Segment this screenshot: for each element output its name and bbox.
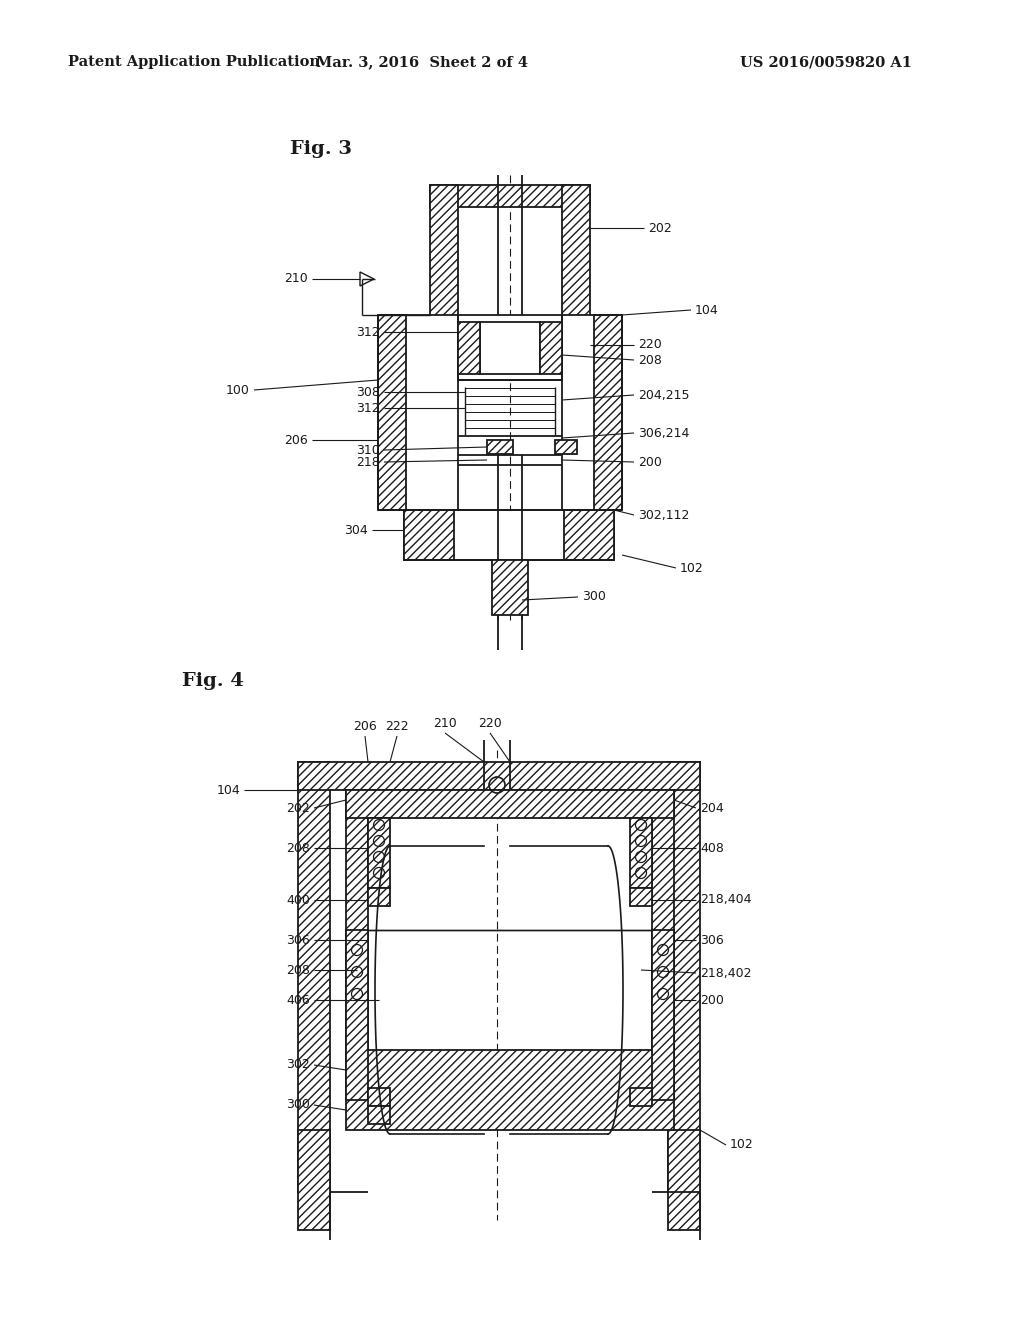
- Text: 102: 102: [680, 561, 703, 574]
- Bar: [630, 1088, 652, 1106]
- Text: 302,112: 302,112: [638, 508, 689, 521]
- Text: 210: 210: [285, 272, 308, 285]
- Bar: [346, 789, 674, 818]
- Text: 218,402: 218,402: [700, 966, 752, 979]
- Bar: [368, 818, 390, 888]
- Bar: [346, 789, 368, 1049]
- Bar: [487, 440, 513, 454]
- Text: 206: 206: [285, 433, 308, 446]
- Text: 406: 406: [287, 994, 310, 1006]
- Bar: [298, 762, 330, 1192]
- Text: 408: 408: [700, 842, 724, 854]
- Text: 104: 104: [216, 784, 240, 796]
- Bar: [652, 789, 674, 1049]
- Bar: [630, 888, 652, 906]
- Bar: [404, 510, 614, 560]
- Bar: [540, 322, 562, 374]
- Text: 220: 220: [638, 338, 662, 351]
- Text: 202: 202: [287, 801, 310, 814]
- Text: 206: 206: [353, 719, 377, 733]
- Text: 104: 104: [695, 304, 719, 317]
- Text: 308: 308: [356, 385, 380, 399]
- Text: 306: 306: [700, 933, 724, 946]
- Text: 210: 210: [433, 717, 457, 730]
- Bar: [492, 560, 528, 615]
- Text: 220: 220: [478, 717, 502, 730]
- Bar: [668, 762, 700, 1192]
- Bar: [555, 440, 577, 454]
- Bar: [346, 1049, 674, 1130]
- Bar: [368, 1106, 390, 1125]
- Text: 200: 200: [638, 455, 662, 469]
- Text: 304: 304: [344, 524, 368, 536]
- Bar: [458, 315, 562, 380]
- Text: 202: 202: [648, 222, 672, 235]
- Text: 208: 208: [638, 354, 662, 367]
- Text: 218: 218: [356, 455, 380, 469]
- Text: 222: 222: [385, 719, 409, 733]
- Bar: [430, 185, 458, 315]
- Text: 208: 208: [286, 964, 310, 977]
- Text: 200: 200: [700, 994, 724, 1006]
- Text: 400: 400: [286, 894, 310, 907]
- Text: 306,214: 306,214: [638, 426, 689, 440]
- Bar: [298, 1130, 330, 1230]
- Bar: [458, 322, 480, 374]
- Bar: [564, 510, 614, 560]
- Bar: [562, 185, 590, 315]
- Text: 102: 102: [730, 1138, 754, 1151]
- Bar: [430, 185, 590, 207]
- Text: Patent Application Publication: Patent Application Publication: [68, 55, 319, 69]
- Text: Fig. 3: Fig. 3: [290, 140, 352, 158]
- Bar: [378, 315, 406, 510]
- Text: 312: 312: [356, 326, 380, 338]
- Text: 100: 100: [226, 384, 250, 396]
- Text: Mar. 3, 2016  Sheet 2 of 4: Mar. 3, 2016 Sheet 2 of 4: [316, 55, 528, 69]
- Text: 306: 306: [287, 933, 310, 946]
- Bar: [346, 931, 368, 1100]
- Text: 218,404: 218,404: [700, 894, 752, 907]
- Text: 312: 312: [356, 401, 380, 414]
- Bar: [404, 510, 454, 560]
- Text: 300: 300: [286, 1098, 310, 1111]
- Bar: [298, 762, 700, 789]
- Text: 310: 310: [356, 444, 380, 457]
- Bar: [630, 818, 652, 888]
- Bar: [368, 1088, 390, 1106]
- Text: 300: 300: [582, 590, 606, 603]
- Bar: [594, 315, 622, 510]
- Text: US 2016/0059820 A1: US 2016/0059820 A1: [740, 55, 912, 69]
- Bar: [652, 931, 674, 1100]
- Text: 204: 204: [700, 801, 724, 814]
- Bar: [480, 322, 540, 374]
- Text: 302: 302: [287, 1059, 310, 1072]
- Bar: [368, 888, 390, 906]
- Text: 204,215: 204,215: [638, 388, 689, 401]
- Bar: [668, 1130, 700, 1230]
- Text: Fig. 4: Fig. 4: [182, 672, 244, 690]
- Text: 208: 208: [286, 842, 310, 854]
